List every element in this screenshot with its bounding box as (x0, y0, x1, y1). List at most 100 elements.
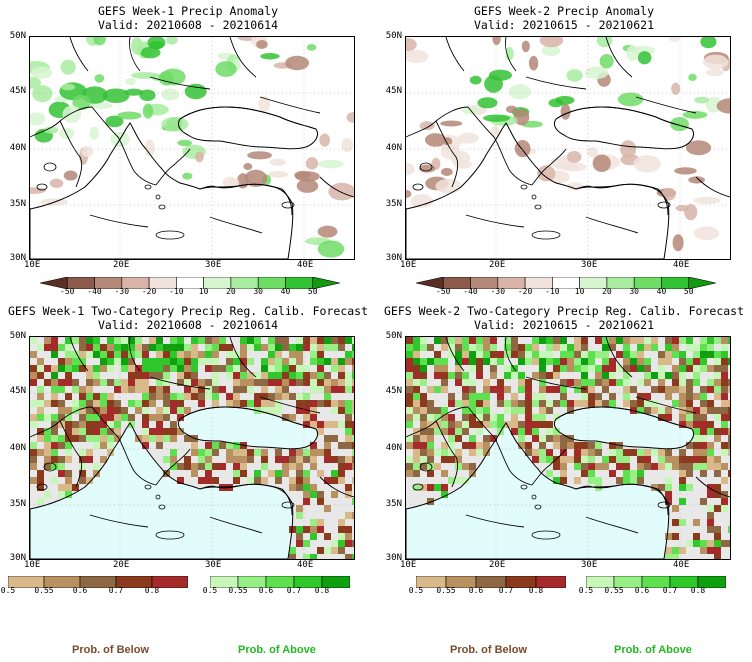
colorbar-tick-label: 10 (198, 287, 209, 296)
lat-label: 35N (9, 199, 26, 209)
lat-label: 50N (9, 31, 26, 41)
panel-valid-dates: Valid: 20210615 - 20210621 (473, 318, 654, 332)
lon-label: 30E (205, 260, 222, 270)
colorbar-tick-label: 0.7 (662, 586, 678, 595)
lon-label: 30E (581, 560, 598, 570)
probability-map (405, 336, 731, 560)
lat-label: 45N (9, 86, 26, 96)
lon-label: 40E (673, 560, 690, 570)
lat-label: 40N (9, 443, 26, 453)
colorbar-tick-label: 50 (683, 287, 694, 296)
colorbar-tick-label: 0.8 (314, 586, 330, 595)
panel-valid-dates: Valid: 20210608 - 20210614 (97, 318, 278, 332)
lat-label: 45N (385, 386, 402, 396)
lat-label: 50N (385, 31, 402, 41)
lat-label: 30N (385, 553, 402, 563)
panel-title: GEFS Week-1 Precip Anomaly (97, 4, 278, 18)
lat-label: 30N (9, 553, 26, 563)
colorbar-tick-label: -20 (141, 287, 157, 296)
colorbar-tick-label: 0.55 (34, 586, 54, 595)
colorbar-tick-label: -10 (169, 287, 184, 296)
panel-week1-probability: GEFS Week-1 Two-Category Precip Reg. Cal… (0, 300, 376, 662)
lat-label: 45N (385, 86, 402, 96)
prob-below-label: Prob. of Below (450, 644, 527, 656)
lat-label: 35N (385, 199, 402, 209)
lon-label: 20E (489, 260, 506, 270)
panel-title: GEFS Week-1 Two-Category Precip Reg. Cal… (7, 304, 369, 318)
prob-below-label: Prob. of Below (72, 644, 149, 656)
colorbar-tick-label: 50 (307, 287, 318, 296)
colorbar-tick-label: -50 (60, 287, 75, 296)
below-colorbar: 0.5 0.55 0.6 0.7 0.8 (409, 573, 567, 597)
panel-title: GEFS Week-2 Two-Category Precip Reg. Cal… (383, 304, 745, 318)
lat-label: 35N (385, 499, 402, 509)
colorbar-tick-label: 10 (574, 287, 585, 296)
panel-week2-probability: GEFS Week-2 Two-Category Precip Reg. Cal… (376, 300, 752, 662)
lon-label: 40E (297, 560, 314, 570)
colorbar-tick-label: 0.55 (436, 586, 456, 595)
panel-week1-anomaly: GEFS Week-1 Precip Anomaly Valid: 202106… (0, 0, 376, 300)
prob-above-label: Prob. of Above (238, 644, 316, 656)
colorbar-tick-label: 0.55 (228, 586, 248, 595)
colorbar-tick-label: -10 (545, 287, 560, 296)
colorbar-tick-label: 0.5 (202, 586, 218, 595)
lat-label: 40N (9, 143, 26, 153)
above-colorbar: 0.5 0.55 0.6 0.7 0.8 (203, 573, 351, 597)
below-colorbar: 0.5 0.55 0.6 0.7 0.8 (1, 573, 189, 597)
lon-label: 10E (24, 560, 41, 570)
colorbar-tick-label: 0.7 (498, 586, 514, 595)
panel-valid-dates: Valid: 20210615 - 20210621 (473, 18, 654, 32)
colorbar-tick-label: -30 (490, 287, 506, 296)
colorbar-tick-label: 0.7 (108, 586, 124, 595)
colorbar-tick-label: 20 (602, 287, 612, 296)
lon-label: 10E (400, 560, 417, 570)
lat-label: 30N (9, 253, 26, 263)
lon-label: 40E (297, 260, 314, 270)
colorbar-tick-label: 0.5 (0, 586, 16, 595)
colorbar-tick-label: 0.8 (690, 586, 706, 595)
colorbar-tick-label: 0.6 (72, 586, 88, 595)
colorbar-tick-label: 0.8 (144, 586, 160, 595)
lon-label: 20E (113, 260, 130, 270)
colorbar-tick-label: -40 (87, 287, 102, 296)
lon-label: 10E (400, 260, 417, 270)
above-colorbar: 0.5 0.55 0.6 0.7 0.8 (579, 573, 727, 597)
anomaly-colorbar: -50 -40 -30 -20 -10 10 20 30 40 50 (415, 274, 717, 298)
colorbar-tick-label: 0.6 (258, 586, 274, 595)
anomaly-map (405, 36, 731, 260)
lat-label: 40N (385, 443, 402, 453)
colorbar-tick-label: 0.6 (634, 586, 650, 595)
colorbar-tick-label: 0.8 (528, 586, 544, 595)
anomaly-colorbar: -50 -40 -30 -20 -10 10 20 30 40 50 (39, 274, 341, 298)
colorbar-tick-label: -40 (463, 287, 478, 296)
panel-week2-anomaly: GEFS Week-2 Precip Anomaly Valid: 202106… (376, 0, 752, 300)
colorbar-tick-label: 0.5 (578, 586, 594, 595)
anomaly-map (29, 36, 355, 260)
lat-label: 35N (9, 499, 26, 509)
lon-label: 40E (673, 260, 690, 270)
colorbar-tick-label: 0.7 (286, 586, 302, 595)
lat-label: 30N (385, 253, 402, 263)
lon-label: 10E (24, 260, 41, 270)
lat-label: 40N (385, 143, 402, 153)
colorbar-tick-label: 40 (656, 287, 667, 296)
prob-above-label: Prob. of Above (614, 644, 692, 656)
lon-label: 30E (205, 560, 222, 570)
colorbar-tick-label: 30 (253, 287, 263, 296)
colorbar-tick-label: 20 (226, 287, 236, 296)
lon-label: 30E (581, 260, 598, 270)
colorbar-tick-label: 30 (629, 287, 639, 296)
lon-label: 20E (489, 560, 506, 570)
lat-label: 45N (9, 386, 26, 396)
colorbar-tick-label: -20 (517, 287, 533, 296)
probability-map (29, 336, 355, 560)
panel-title: GEFS Week-2 Precip Anomaly (473, 4, 654, 18)
colorbar-tick-label: -30 (114, 287, 130, 296)
colorbar-tick-label: 0.6 (468, 586, 484, 595)
colorbar-tick-label: 0.5 (408, 586, 424, 595)
colorbar-tick-label: -50 (436, 287, 451, 296)
lat-label: 50N (385, 331, 402, 341)
colorbar-tick-label: 0.55 (604, 586, 624, 595)
lat-label: 50N (9, 331, 26, 341)
panel-valid-dates: Valid: 20210608 - 20210614 (97, 18, 278, 32)
